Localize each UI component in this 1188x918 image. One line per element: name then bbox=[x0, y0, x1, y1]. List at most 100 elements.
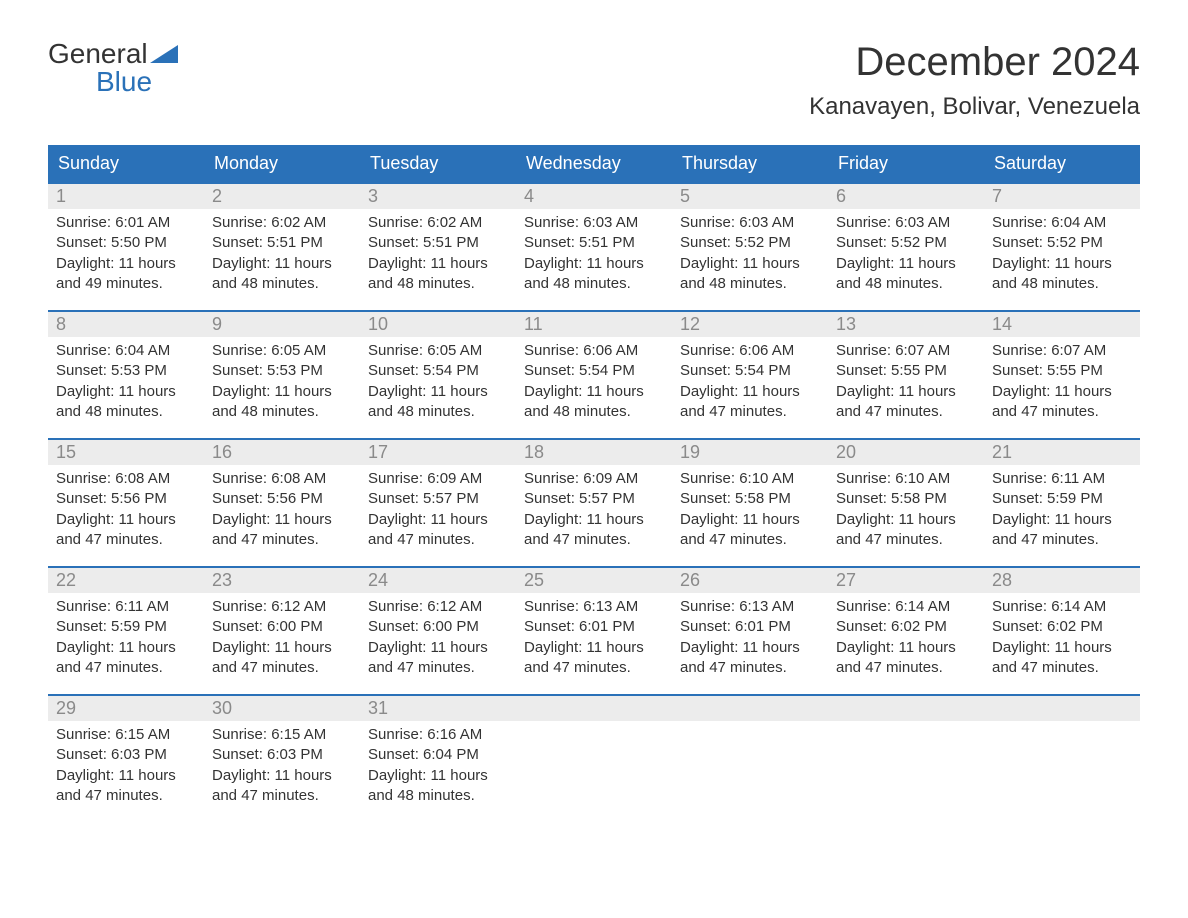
dayhead-sat: Saturday bbox=[984, 145, 1140, 182]
day-number: 20 bbox=[828, 440, 984, 465]
sunrise-line: Sunrise: 6:08 AM bbox=[212, 469, 352, 489]
sunrise-line: Sunrise: 6:16 AM bbox=[368, 725, 508, 745]
calendar-cell: 24Sunrise: 6:12 AMSunset: 6:00 PMDayligh… bbox=[360, 568, 516, 686]
cell-body: Sunrise: 6:09 AMSunset: 5:57 PMDaylight:… bbox=[516, 465, 672, 558]
sunset-line: Sunset: 5:55 PM bbox=[836, 361, 976, 381]
sunset-line: Sunset: 5:59 PM bbox=[992, 489, 1132, 509]
sunrise-line: Sunrise: 6:08 AM bbox=[56, 469, 196, 489]
day-number: 9 bbox=[204, 312, 360, 337]
daynum-row: 30 bbox=[204, 696, 360, 721]
cell-body: Sunrise: 6:10 AMSunset: 5:58 PMDaylight:… bbox=[828, 465, 984, 558]
cell-body: Sunrise: 6:03 AMSunset: 5:52 PMDaylight:… bbox=[672, 209, 828, 302]
daynum-row: . bbox=[984, 696, 1140, 721]
daynum-row: 6 bbox=[828, 184, 984, 209]
sunset-line: Sunset: 5:53 PM bbox=[56, 361, 196, 381]
cell-body: Sunrise: 6:04 AMSunset: 5:53 PMDaylight:… bbox=[48, 337, 204, 430]
daynum-row: 22 bbox=[48, 568, 204, 593]
day-header-row: Sunday Monday Tuesday Wednesday Thursday… bbox=[48, 145, 1140, 182]
cell-body: Sunrise: 6:12 AMSunset: 6:00 PMDaylight:… bbox=[204, 593, 360, 686]
day-number: 11 bbox=[516, 312, 672, 337]
calendar-cell: 25Sunrise: 6:13 AMSunset: 6:01 PMDayligh… bbox=[516, 568, 672, 686]
day-number: 2 bbox=[204, 184, 360, 209]
flag-icon bbox=[150, 40, 178, 68]
day-number: 28 bbox=[984, 568, 1140, 593]
calendar-cell: 28Sunrise: 6:14 AMSunset: 6:02 PMDayligh… bbox=[984, 568, 1140, 686]
daylight-line: Daylight: 11 hours and 47 minutes. bbox=[56, 766, 196, 807]
day-number: 15 bbox=[48, 440, 204, 465]
calendar-cell: 21 Sunrise: 6:11 AMSunset: 5:59 PMDayligh… bbox=[984, 440, 1140, 558]
calendar-cell: 20Sunrise: 6:10 AMSunset: 5:58 PMDayligh… bbox=[828, 440, 984, 558]
daylight-line: Daylight: 11 hours and 47 minutes. bbox=[368, 638, 508, 679]
calendar-cell: 17Sunrise: 6:09 AMSunset: 5:57 PMDayligh… bbox=[360, 440, 516, 558]
cell-body: Sunrise: 6:07 AMSunset: 5:55 PMDaylight:… bbox=[828, 337, 984, 430]
sunset-line: Sunset: 5:52 PM bbox=[836, 233, 976, 253]
sunset-line: Sunset: 5:54 PM bbox=[368, 361, 508, 381]
month-title: December 2024 bbox=[809, 40, 1140, 85]
cell-body: Sunrise: 6:13 AMSunset: 6:01 PMDaylight:… bbox=[672, 593, 828, 686]
day-number: 14 bbox=[984, 312, 1140, 337]
daylight-line: Daylight: 11 hours and 47 minutes. bbox=[992, 510, 1132, 551]
day-number: 21 bbox=[984, 440, 1140, 465]
calendar-cell: 7Sunrise: 6:04 AMSunset: 5:52 PMDaylight… bbox=[984, 184, 1140, 302]
calendar-cell: 23Sunrise: 6:12 AMSunset: 6:00 PMDayligh… bbox=[204, 568, 360, 686]
cell-body: Sunrise: 6:03 AMSunset: 5:52 PMDaylight:… bbox=[828, 209, 984, 302]
daylight-line: Daylight: 11 hours and 47 minutes. bbox=[992, 638, 1132, 679]
daynum-row: 15 bbox=[48, 440, 204, 465]
day-number: 5 bbox=[672, 184, 828, 209]
daynum-row: 16 bbox=[204, 440, 360, 465]
sunset-line: Sunset: 6:03 PM bbox=[56, 745, 196, 765]
day-number: 10 bbox=[360, 312, 516, 337]
sunset-line: Sunset: 6:01 PM bbox=[524, 617, 664, 637]
daylight-line: Daylight: 11 hours and 47 minutes. bbox=[836, 638, 976, 679]
calendar-cell: 14Sunrise: 6:07 AMSunset: 5:55 PMDayligh… bbox=[984, 312, 1140, 430]
week-row: 8Sunrise: 6:04 AMSunset: 5:53 PMDaylight… bbox=[48, 310, 1140, 430]
day-number: 18 bbox=[516, 440, 672, 465]
cell-body: Sunrise: 6:10 AMSunset: 5:58 PMDaylight:… bbox=[672, 465, 828, 558]
calendar-cell: 26Sunrise: 6:13 AMSunset: 6:01 PMDayligh… bbox=[672, 568, 828, 686]
sunset-line: Sunset: 5:53 PM bbox=[212, 361, 352, 381]
page-header: General Blue December 2024 Kanavayen, Bo… bbox=[48, 40, 1140, 121]
day-number: 26 bbox=[672, 568, 828, 593]
daylight-line: Daylight: 11 hours and 47 minutes. bbox=[56, 638, 196, 679]
daynum-row: 11 bbox=[516, 312, 672, 337]
daylight-line: Daylight: 11 hours and 47 minutes. bbox=[56, 510, 196, 551]
daynum-row: 5 bbox=[672, 184, 828, 209]
daynum-row: 29 bbox=[48, 696, 204, 721]
daylight-line: Daylight: 11 hours and 47 minutes. bbox=[524, 510, 664, 551]
sunset-line: Sunset: 5:57 PM bbox=[524, 489, 664, 509]
sunrise-line: Sunrise: 6:06 AM bbox=[524, 341, 664, 361]
sunrise-line: Sunrise: 6:11 AM bbox=[992, 469, 1132, 489]
daynum-row: 1 bbox=[48, 184, 204, 209]
daynum-row: 21 bbox=[984, 440, 1140, 465]
sunrise-line: Sunrise: 6:07 AM bbox=[992, 341, 1132, 361]
daynum-row: 20 bbox=[828, 440, 984, 465]
sunset-line: Sunset: 5:55 PM bbox=[992, 361, 1132, 381]
sunrise-line: Sunrise: 6:14 AM bbox=[992, 597, 1132, 617]
daynum-row: 26 bbox=[672, 568, 828, 593]
sunset-line: Sunset: 5:54 PM bbox=[524, 361, 664, 381]
day-number: 31 bbox=[360, 696, 516, 721]
day-number: 22 bbox=[48, 568, 204, 593]
daynum-row: 19 bbox=[672, 440, 828, 465]
calendar-cell: 8Sunrise: 6:04 AMSunset: 5:53 PMDaylight… bbox=[48, 312, 204, 430]
cell-body: Sunrise: 6:02 AMSunset: 5:51 PMDaylight:… bbox=[360, 209, 516, 302]
daynum-row: 14 bbox=[984, 312, 1140, 337]
daylight-line: Daylight: 11 hours and 48 minutes. bbox=[992, 254, 1132, 295]
day-number: 29 bbox=[48, 696, 204, 721]
weeks-container: 1Sunrise: 6:01 AMSunset: 5:50 PMDaylight… bbox=[48, 182, 1140, 814]
cell-body: Sunrise: 6:08 AMSunset: 5:56 PMDaylight:… bbox=[48, 465, 204, 558]
daynum-row: 9 bbox=[204, 312, 360, 337]
daylight-line: Daylight: 11 hours and 49 minutes. bbox=[56, 254, 196, 295]
sunrise-line: Sunrise: 6:14 AM bbox=[836, 597, 976, 617]
cell-body: Sunrise: 6:14 AMSunset: 6:02 PMDaylight:… bbox=[984, 593, 1140, 686]
sunset-line: Sunset: 5:52 PM bbox=[992, 233, 1132, 253]
calendar-cell: . bbox=[672, 696, 828, 814]
day-number: 4 bbox=[516, 184, 672, 209]
daynum-row: 7 bbox=[984, 184, 1140, 209]
sunset-line: Sunset: 5:56 PM bbox=[56, 489, 196, 509]
sunrise-line: Sunrise: 6:02 AM bbox=[212, 213, 352, 233]
calendar-cell: 15Sunrise: 6:08 AMSunset: 5:56 PMDayligh… bbox=[48, 440, 204, 558]
daylight-line: Daylight: 11 hours and 47 minutes. bbox=[680, 382, 820, 423]
sunset-line: Sunset: 5:57 PM bbox=[368, 489, 508, 509]
sunrise-line: Sunrise: 6:06 AM bbox=[680, 341, 820, 361]
